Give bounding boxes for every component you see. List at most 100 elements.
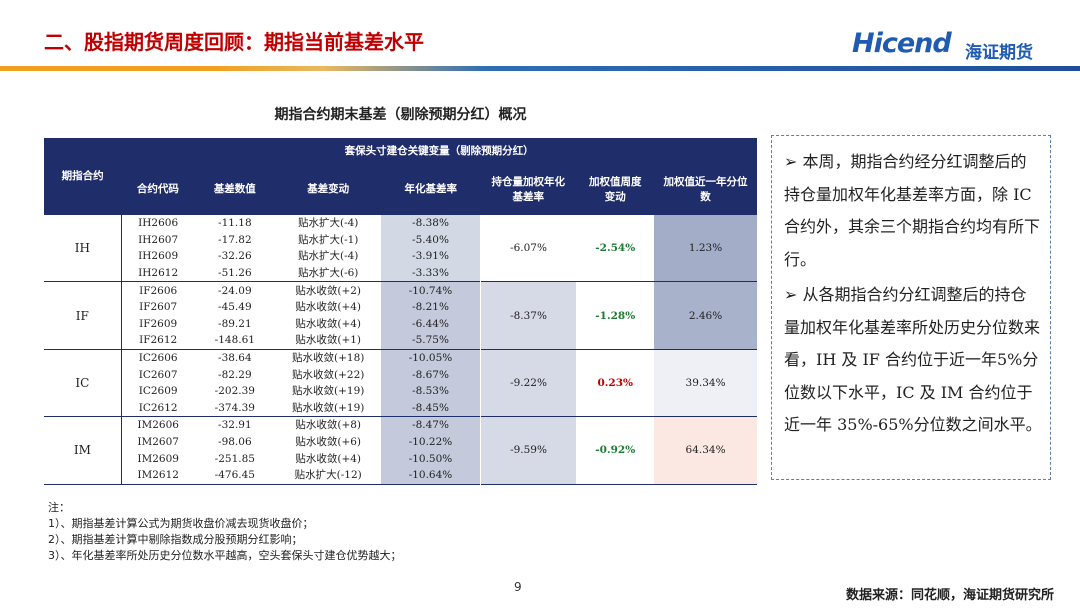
page-number: 9 <box>514 580 522 594</box>
basis-value: -32.91 <box>194 416 276 434</box>
annualized-rate: -8.53% <box>381 382 481 400</box>
annualized-rate: -10.64% <box>381 466 481 484</box>
header-row: 合约代码 基差数值 基差变动 年化基差率 持仓量加权年化基差率 加权值周度变动 加权值近一年… <box>44 165 757 215</box>
basis-change: 贴水收敛(+19) <box>292 401 365 414</box>
contract-group: IF <box>44 281 122 350</box>
column-header: 基差变动 <box>275 165 382 215</box>
bullet: ➢ 本周，期指合约经分红调整后的持仓量加权年化基差率方面，除 IC 合约外，其余… <box>784 152 1041 269</box>
table-row: IC2607 -82.29 贴水收敛(+22) -8.67% <box>44 366 757 383</box>
basis-value: -251.85 <box>214 452 255 465</box>
table-row: IM2612 -476.45 贴水扩大(-12) -10.64% <box>44 466 757 484</box>
table-row: IH IH2606 -11.18 贴水扩大(-4) -8.38% -6.07% -2.54%… <box>44 213 757 282</box>
contract-group: IH <box>44 213 122 282</box>
column-header: 合约代码 <box>121 165 195 215</box>
column-header: 加权值近一年分位数 <box>654 165 757 215</box>
weekly-change: 0.23% <box>576 348 655 417</box>
basis-change: 贴水收敛(+4) <box>295 301 362 314</box>
contract-code: IF2606 <box>121 281 195 299</box>
percentile: 1.23% <box>654 213 757 282</box>
group-header: 套保头寸建仓关键变量（剔除预期分红） <box>121 138 757 165</box>
summary-box: ➢ 本周，期指合约经分红调整后的持仓量加权年化基差率方面，除 IC 合约外，其余… <box>771 135 1051 480</box>
note-item: 2）、期指基差计算中剔除指数成分股预期分红影响； <box>48 533 303 546</box>
annualized-rate: -8.47% <box>381 416 481 434</box>
bullet: ➢ 从各期指合约分红调整后的持仓量加权年化基差率所处历史分位数来看，IH 及 I… <box>784 285 1042 434</box>
basis-value: -45.49 <box>218 301 252 314</box>
table-row: IH2607 -17.82 贴水扩大(-1) -5.40% <box>44 231 757 249</box>
weekly-change: -1.28% <box>576 281 655 350</box>
contract-code: IF2607 <box>139 301 178 314</box>
basis-value: -11.18 <box>194 213 276 232</box>
basis-change: 贴水扩大(-6) <box>297 267 359 280</box>
column-header: 期指合约 <box>44 138 122 215</box>
percentile: 39.34% <box>654 348 757 417</box>
basis-change: 贴水收敛(+6) <box>295 436 362 449</box>
contract-code: IC2607 <box>138 368 178 381</box>
annualized-rate: -10.50% <box>381 450 481 467</box>
basis-value: -202.39 <box>214 385 255 398</box>
column-header: 基差数值 <box>194 165 276 215</box>
weekly-change: -2.54% <box>576 213 655 282</box>
contract-code: IH2607 <box>138 233 179 246</box>
annualized-rate: -8.67% <box>381 366 481 383</box>
basis-change: 贴水扩大(-4) <box>275 213 382 232</box>
annualized-rate: -10.05% <box>381 348 481 367</box>
note-item: 1）、期指基差计算公式为期货收盘价减去现货收盘价； <box>48 517 314 530</box>
basis-change: 贴水收敛(+4) <box>295 452 362 465</box>
table-title: 期指合约期末基差（剔除预期分红）概况 <box>274 107 527 123</box>
header-strip <box>0 66 1080 71</box>
column-header: 年化基差率 <box>381 165 481 215</box>
basis-value: -51.26 <box>218 267 252 280</box>
basis-value: -82.29 <box>218 368 252 381</box>
basis-change: 贴水收敛(+18) <box>275 348 382 367</box>
basis-change: 贴水扩大(-1) <box>297 233 359 246</box>
annualized-rate: -8.21% <box>381 298 481 316</box>
weighted-rate: -9.22% <box>479 348 577 417</box>
contract-code: IM2606 <box>121 416 195 434</box>
table-row: IH2609 -32.26 贴水扩大(-4) -3.91% <box>44 248 757 265</box>
annualized-rate: -8.38% <box>381 213 481 232</box>
weighted-rate: -8.37% <box>479 281 577 350</box>
annualized-rate: -3.33% <box>381 264 481 282</box>
table-row: IC2609 -202.39 贴水收敛(+19) -8.53% <box>44 382 757 400</box>
basis-table: 期指合约 套保头寸建仓关键变量（剔除预期分红） 合约代码 基差数值 基差变动 年化基差率持… <box>44 138 757 485</box>
basis-value: -476.45 <box>214 469 255 482</box>
annualized-rate: -8.45% <box>381 399 481 417</box>
contract-code: IC2609 <box>138 385 178 398</box>
annualized-rate: -5.40% <box>381 231 481 249</box>
annualized-rate: -6.44% <box>381 315 481 333</box>
contract-code: IM2609 <box>137 452 179 465</box>
basis-change: 贴水收敛(+8) <box>275 416 382 434</box>
source: 数据来源：同花顺，海证期货研究所 <box>845 588 1054 603</box>
contract-code: IF2612 <box>139 334 178 347</box>
basis-value: -374.39 <box>214 401 255 414</box>
column-header: 加权值周度变动 <box>576 165 655 215</box>
table-row: IC IC2606 -38.64 贴水收敛(+18) -10.05% -9.22% 0.23… <box>44 348 757 417</box>
header-row: 期指合约 套保头寸建仓关键变量（剔除预期分红） <box>44 138 757 215</box>
table-row: IF2607 -45.49 贴水收敛(+4) -8.21% <box>44 298 757 316</box>
contract-code: IH2612 <box>138 267 179 280</box>
notes: 注： 1）、期指基差计算公式为期货收盘价减去现货收盘价； 2）、期指基差计算中剔除指… <box>48 500 402 564</box>
table-row: IM IM2606 -32.91 贴水收敛(+8) -8.47% -9.59% -0.92%… <box>44 416 757 484</box>
logo-text: 海证期货 <box>965 43 1033 63</box>
basis-change: 贴水收敛(+22) <box>292 368 365 381</box>
annualized-rate: -10.74% <box>381 281 481 299</box>
weekly-change: -0.92% <box>576 416 655 484</box>
table-row: IH2612 -51.26 贴水扩大(-6) -3.33% <box>44 264 757 282</box>
contract-code: IH2606 <box>121 213 195 232</box>
basis-value: -38.64 <box>194 348 276 367</box>
basis-value: -17.82 <box>218 233 252 246</box>
annualized-rate: -10.22% <box>381 433 481 451</box>
contract-code: IC2612 <box>138 401 178 414</box>
annualized-rate: -3.91% <box>381 248 481 265</box>
percentile: 64.34% <box>654 416 757 484</box>
basis-change: 贴水收敛(+1) <box>295 334 362 347</box>
basis-change: 贴水扩大(-12) <box>294 469 362 482</box>
contract-code: IM2607 <box>137 436 179 449</box>
contract-code: IH2609 <box>138 250 179 263</box>
contract-code: IM2612 <box>137 469 179 482</box>
table-row: IM2607 -98.06 贴水收敛(+6) -10.22% <box>44 433 757 451</box>
basis-value: -32.26 <box>218 250 252 263</box>
contract-group: IC <box>44 348 122 417</box>
basis-change: 贴水扩大(-4) <box>297 250 359 263</box>
